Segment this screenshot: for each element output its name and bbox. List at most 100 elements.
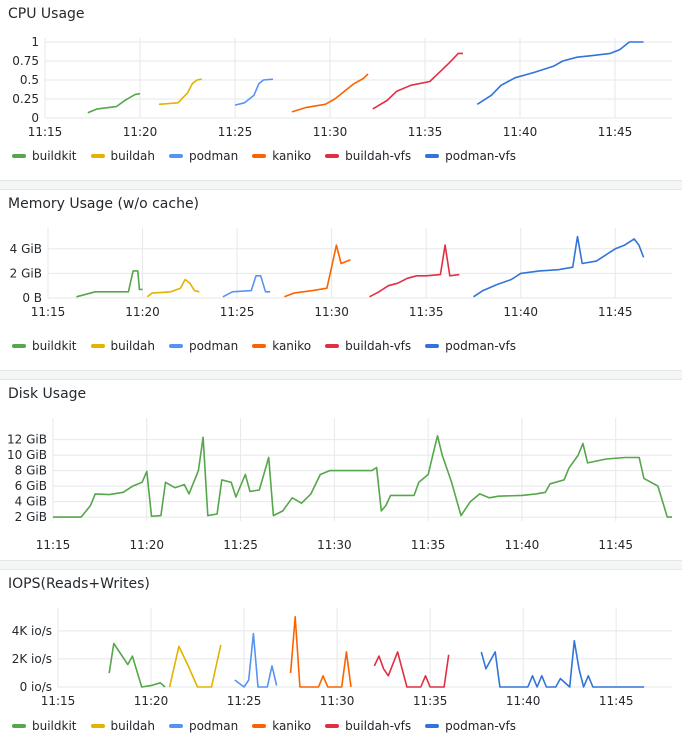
legend-swatch <box>325 154 340 158</box>
y-tick-label: 4 GiB <box>15 495 47 509</box>
legend-swatch <box>90 724 105 728</box>
legend-swatch <box>12 724 26 728</box>
y-tick-label: 4 GiB <box>10 242 42 256</box>
panel-divider <box>0 180 682 190</box>
series-line-podman-vfs[interactable] <box>480 639 645 688</box>
legend-item-buildah-vfs[interactable]: buildah-vfs <box>325 719 411 733</box>
y-tick-label: 12 GiB <box>7 433 47 447</box>
x-tick-label: 11:45 <box>598 125 633 139</box>
legend-item-buildkit[interactable]: buildkit <box>12 149 77 163</box>
legend-item-buildah[interactable]: buildah <box>90 719 155 733</box>
series-line-kaniko[interactable] <box>291 73 369 113</box>
series-line-podman[interactable] <box>222 274 271 298</box>
x-tick-label: 11:25 <box>220 305 255 319</box>
legend-label: kaniko <box>272 339 312 353</box>
panel-title[interactable]: IOPS(Reads+Writes) <box>8 576 150 592</box>
legend-item-podman[interactable]: podman <box>168 149 238 163</box>
series-line-buildah-vfs[interactable] <box>369 244 460 298</box>
series-line-buildah[interactable] <box>158 78 202 106</box>
legend-label: buildkit <box>32 149 77 163</box>
x-tick-label: 11:25 <box>218 125 253 139</box>
legend-item-buildah[interactable]: buildah <box>90 339 155 353</box>
legend-swatch <box>168 344 183 348</box>
y-tick-label: 0.25 <box>12 92 39 106</box>
legend-swatch <box>252 154 267 158</box>
series-line-podman-vfs[interactable] <box>473 235 645 298</box>
legend-label: buildah <box>110 149 155 163</box>
series-line-buildkit[interactable] <box>53 434 672 518</box>
x-tick-label: 11:35 <box>408 125 443 139</box>
legend-swatch <box>90 344 105 348</box>
legend-swatch <box>12 344 26 348</box>
legend-label: kaniko <box>272 149 312 163</box>
iops-legend: buildkit buildah podman kaniko buildah-vfs po… <box>12 718 516 734</box>
legend-swatch <box>425 154 440 158</box>
legend-item-buildkit[interactable]: buildkit <box>12 339 77 353</box>
disk-usage-panel: Disk Usage 11:15 11:20 11:25 11:30 11:35 11:4… <box>0 380 682 560</box>
legend-item-buildah-vfs[interactable]: buildah-vfs <box>325 149 411 163</box>
y-tick-label: 10 GiB <box>7 448 47 462</box>
x-tick-label: 11:30 <box>314 305 349 319</box>
legend-item-buildah[interactable]: buildah <box>90 149 155 163</box>
x-tick-label: 11:20 <box>129 538 164 552</box>
series-line-buildah-vfs[interactable] <box>373 651 450 688</box>
series-line-kaniko[interactable] <box>284 244 351 298</box>
panel-divider <box>0 370 682 380</box>
legend-swatch <box>168 724 183 728</box>
x-tick-label: 11:40 <box>506 694 541 708</box>
y-tick-label: 2 GiB <box>15 510 47 524</box>
series-line-buildkit[interactable] <box>87 92 141 114</box>
x-tick-label: 11:15 <box>28 125 63 139</box>
legend-label: buildah-vfs <box>345 339 412 353</box>
x-tick-label: 11:20 <box>123 125 158 139</box>
panel-divider <box>0 560 682 570</box>
legend-label: kaniko <box>272 719 312 733</box>
x-tick-label: 11:25 <box>223 538 258 552</box>
legend-item-podman[interactable]: podman <box>168 339 238 353</box>
legend-item-podman[interactable]: podman <box>168 719 238 733</box>
x-tick-label: 11:45 <box>598 538 633 552</box>
y-tick-label: 0.75 <box>12 54 39 68</box>
y-tick-label: 0 B <box>22 291 42 305</box>
series-line-buildah[interactable] <box>168 644 222 688</box>
series-line-podman-vfs[interactable] <box>476 41 644 105</box>
y-tick-label: 0 <box>31 111 39 125</box>
legend-label: podman-vfs <box>445 149 516 163</box>
x-tick-label: 11:35 <box>413 694 448 708</box>
y-tick-label: 8 GiB <box>15 464 47 478</box>
series-line-buildah-vfs[interactable] <box>372 52 463 110</box>
legend-item-buildkit[interactable]: buildkit <box>12 719 77 733</box>
x-tick-label: 11:20 <box>134 694 169 708</box>
cpu-legend: buildkit buildah podman kaniko buildah-vfs po… <box>12 148 516 164</box>
x-tick-label: 11:30 <box>320 694 355 708</box>
legend-item-podman-vfs[interactable]: podman-vfs <box>425 149 516 163</box>
legend-swatch <box>252 344 267 348</box>
series-line-podman[interactable] <box>234 78 274 106</box>
legend-swatch <box>325 344 340 348</box>
legend-item-kaniko[interactable]: kaniko <box>252 149 311 163</box>
legend-swatch <box>325 724 340 728</box>
legend-item-buildah-vfs[interactable]: buildah-vfs <box>325 339 411 353</box>
iops-chart: 11:15 11:20 11:25 11:30 11:35 11:40 11:45 0 io/… <box>12 608 672 708</box>
legend-item-kaniko[interactable]: kaniko <box>252 719 311 733</box>
series-line-podman[interactable] <box>234 632 278 688</box>
series-line-buildkit[interactable] <box>108 642 166 688</box>
legend-item-podman-vfs[interactable]: podman-vfs <box>425 339 516 353</box>
legend-item-kaniko[interactable]: kaniko <box>252 339 311 353</box>
x-tick-label: 11:40 <box>503 125 538 139</box>
legend-item-podman-vfs[interactable]: podman-vfs <box>425 719 516 733</box>
legend-label: buildah-vfs <box>345 719 412 733</box>
legend-swatch <box>425 724 440 728</box>
panel-title[interactable]: CPU Usage <box>8 6 85 22</box>
x-tick-label: 11:45 <box>599 694 634 708</box>
x-tick-label: 11:35 <box>411 538 446 552</box>
panel-title[interactable]: Disk Usage <box>8 386 87 402</box>
panel-title[interactable]: Memory Usage (w/o cache) <box>8 196 200 212</box>
y-tick-label: 1 <box>31 35 39 49</box>
x-tick-label: 11:20 <box>125 305 160 319</box>
series-line-buildah[interactable] <box>146 278 200 298</box>
legend-swatch <box>168 154 183 158</box>
series-line-kaniko[interactable] <box>289 615 352 688</box>
series-line-buildkit[interactable] <box>76 270 143 298</box>
x-tick-label: 11:45 <box>598 305 633 319</box>
